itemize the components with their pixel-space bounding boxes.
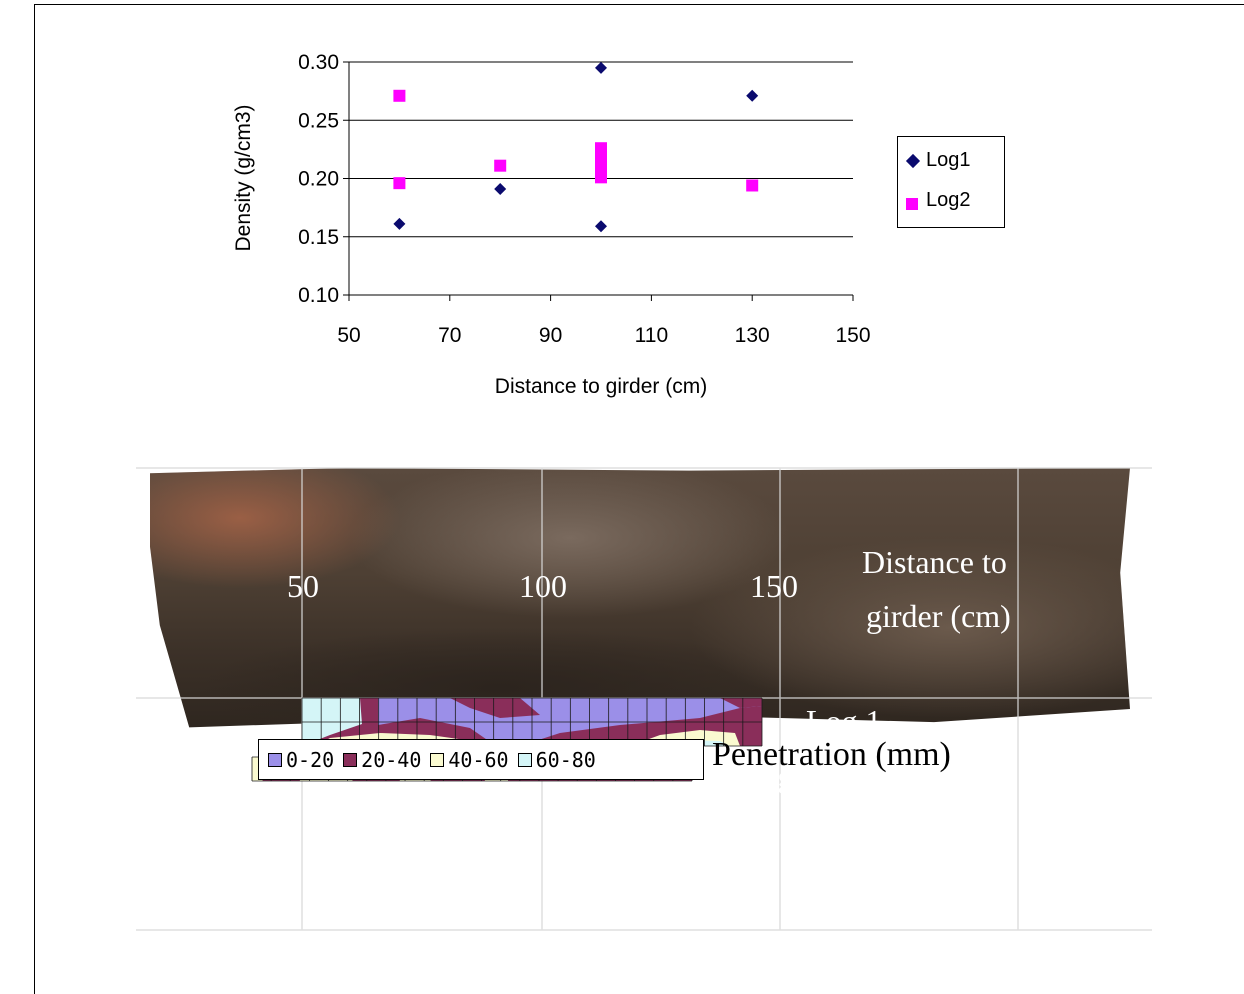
legend-item-log1: Log1 <box>905 149 971 172</box>
log2-label: Log 2 <box>742 758 818 794</box>
distance-tick-100: 100 <box>519 568 567 604</box>
legend-item-20-40: 20-40 <box>343 748 421 772</box>
y-tick-label: 0.20 <box>298 168 339 191</box>
x-tick-label: 90 <box>539 324 562 347</box>
x-axis-label: Distance to girder (cm) <box>495 375 707 398</box>
distance-tick-50: 50 <box>287 568 319 604</box>
figure-frame <box>34 4 1244 994</box>
y-axis-label: Density (g/cm3) <box>232 104 255 251</box>
y-tick-label: 0.15 <box>298 226 339 249</box>
legend-label: 40-60 <box>448 747 509 772</box>
swatch-icon <box>343 752 358 767</box>
tick-labels: 0.10 0.15 0.20 0.25 0.30 50 70 90 110 130 150 <box>298 51 870 347</box>
x-tick-label: 150 <box>835 324 870 347</box>
legend-label: 0-20 <box>286 747 335 772</box>
legend-item-40-60: 40-60 <box>430 747 509 772</box>
x-tick-label: 110 <box>635 324 668 347</box>
soil-photograph <box>150 468 1130 730</box>
swatch-icon <box>268 752 282 767</box>
y-tick-label: 0.25 <box>298 109 339 132</box>
data-point-log2 <box>746 179 759 192</box>
data-point-log1 <box>494 182 507 195</box>
y-tick-label: 0.10 <box>298 284 339 307</box>
legend-item-60-80: 60-80 <box>517 747 596 772</box>
legend-label: 60-80 <box>535 747 596 772</box>
x-tick-label: 50 <box>337 324 360 347</box>
legend-item-log2: Log2 <box>906 189 971 212</box>
data-point-log1 <box>393 217 406 230</box>
data-point-log1 <box>746 89 759 102</box>
x-tick-label: 130 <box>735 324 770 347</box>
data-point-log1 <box>595 61 607 74</box>
penetration-legend: 0-20 20-40 40-60 60-80 <box>258 739 704 780</box>
legend-item-0-20: 0-20 <box>268 748 334 772</box>
legend-label: 20-40 <box>361 747 422 772</box>
legend-label: Log1 <box>926 149 971 171</box>
scatter-legend: Log1 Log2 <box>897 136 1005 228</box>
legend-label: Log2 <box>926 189 971 211</box>
data-point-log2 <box>595 171 607 184</box>
swatch-icon <box>430 752 445 767</box>
square-marker-icon <box>906 197 918 210</box>
data-points <box>393 61 759 233</box>
axes <box>343 61 854 301</box>
data-point-log1 <box>595 220 607 233</box>
distance-axis-label-line2: girder (cm) <box>866 598 1011 634</box>
data-point-log2 <box>595 153 607 166</box>
distance-tick-150: 150 <box>750 568 798 604</box>
data-point-log2 <box>494 159 507 172</box>
log1-label: Log 1 <box>806 703 882 739</box>
density-scatter-chart: 0.10 0.15 0.20 0.25 0.30 50 70 90 110 130 150 Dist… <box>232 51 871 398</box>
swatch-icon <box>517 752 532 767</box>
x-tick-label: 70 <box>438 324 461 347</box>
y-tick-label: 0.30 <box>298 51 339 74</box>
data-point-log2 <box>393 89 406 102</box>
distance-axis-label-line1: Distance to <box>862 544 1007 580</box>
data-point-log2 <box>595 142 607 155</box>
data-point-log2 <box>393 177 406 190</box>
penetration-title: Penetration (mm) <box>712 736 951 773</box>
